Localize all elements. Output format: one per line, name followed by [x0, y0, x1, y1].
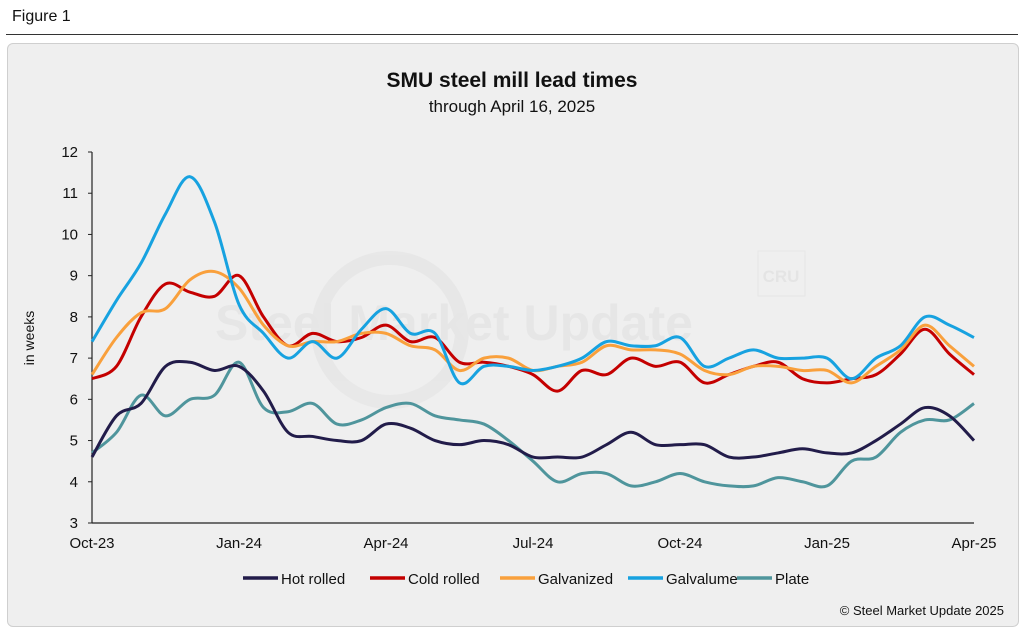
x-tick-label: Jul-24: [513, 535, 554, 552]
legend-label: Plate: [775, 571, 809, 588]
y-tick-label: 12: [61, 144, 78, 161]
legend-item-galvanized: Galvanized: [500, 571, 613, 588]
y-tick-label: 5: [70, 433, 78, 450]
figure-label: Figure 1: [12, 8, 71, 25]
y-tick-label: 6: [70, 391, 78, 408]
x-tick-label: Oct-23: [69, 535, 114, 552]
y-tick-label: 11: [62, 185, 78, 202]
series-line-hot-rolled: [90, 359, 976, 460]
chart-subtitle: through April 16, 2025: [429, 97, 595, 116]
legend-label: Hot rolled: [281, 571, 345, 588]
y-tick-label: 7: [70, 350, 78, 367]
header-divider: [6, 34, 1018, 35]
legend-item-hot-rolled: Hot rolled: [243, 571, 345, 588]
series-line-cold-rolled: [91, 273, 975, 393]
x-tick-label: Jan-25: [804, 535, 850, 552]
copyright: © Steel Market Update 2025: [840, 603, 1004, 618]
y-tick-label: 9: [70, 268, 78, 285]
chart-title: SMU steel mill lead times: [387, 69, 638, 92]
legend-label: Galvalume: [666, 571, 738, 588]
watermark: Steel Market Update CRU: [215, 250, 806, 409]
legend-item-plate: Plate: [737, 571, 809, 588]
x-tick-label: Apr-24: [363, 535, 408, 552]
y-tick-label: 8: [70, 309, 78, 326]
series-line-galvalume: [90, 175, 975, 386]
legend-item-cold-rolled: Cold rolled: [370, 571, 480, 588]
series-line-plate: [91, 360, 975, 489]
y-tick-label: 3: [70, 515, 78, 532]
x-tick-label: Apr-25: [951, 535, 996, 552]
chart-panel: [7, 43, 1019, 627]
legend-item-galvalume: Galvalume: [628, 571, 738, 588]
x-tick-label: Oct-24: [657, 535, 702, 552]
x-tick-label: Jan-24: [216, 535, 262, 552]
y-tick-label: 4: [70, 474, 78, 491]
legend-label: Cold rolled: [408, 571, 480, 588]
y-axis-label: in weeks: [21, 311, 37, 365]
y-tick-label: 10: [61, 226, 78, 243]
cru-logo: CRU: [763, 267, 800, 286]
legend-label: Galvanized: [538, 571, 613, 588]
